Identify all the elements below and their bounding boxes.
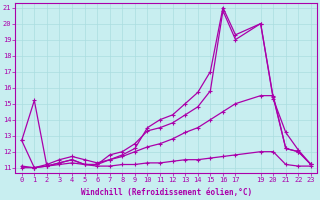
X-axis label: Windchill (Refroidissement éolien,°C): Windchill (Refroidissement éolien,°C): [81, 188, 252, 197]
